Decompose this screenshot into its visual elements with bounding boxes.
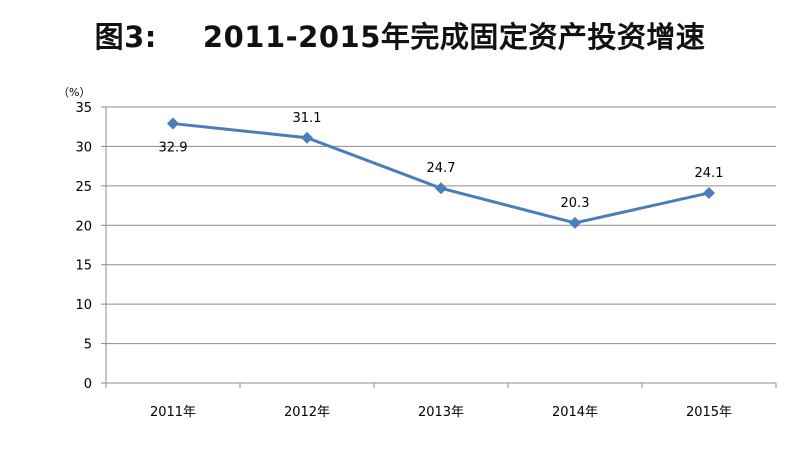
data-point: [703, 186, 715, 199]
x-tick-label: 2014年: [552, 405, 598, 420]
gridlines: [106, 106, 776, 345]
y-axis-unit: （%）: [58, 86, 90, 99]
figure-label: 图3:: [94, 20, 157, 54]
x-tick-label: 2015年: [686, 405, 732, 420]
x-tick-labels: 2011年 2012年 2013年 2014年 2015年: [150, 405, 732, 420]
data-point: [301, 131, 313, 144]
series-line: [167, 117, 715, 229]
y-tick-label: 0: [84, 377, 92, 392]
data-point: [435, 182, 447, 195]
data-label: 24.1: [695, 166, 724, 181]
y-tick-label: 10: [75, 298, 92, 313]
data-label: 20.3: [561, 196, 590, 211]
y-tick-label: 5: [84, 338, 92, 353]
x-tick-label: 2013年: [418, 405, 464, 420]
data-label: 24.7: [427, 161, 456, 176]
y-tick-label: 15: [75, 259, 92, 274]
chart-title: 图3: 2011-2015年完成固定资产投资增速: [0, 14, 800, 56]
x-tick-label: 2012年: [284, 405, 330, 420]
y-tick-label: 20: [75, 219, 92, 234]
y-tick-label: 30: [75, 140, 92, 155]
figure-title: 2011-2015年完成固定资产投资增速: [202, 20, 706, 54]
y-tick-label: 35: [75, 101, 92, 116]
axes: [101, 106, 777, 388]
data-point: [167, 117, 179, 130]
data-label: 32.9: [159, 141, 188, 156]
data-label: 31.1: [293, 111, 322, 126]
y-tick-label: 25: [75, 180, 92, 195]
y-tick-labels: 0 5 10 15 20 25 30 35: [75, 101, 92, 392]
data-labels: 32.9 31.1 24.7 20.3 24.1: [159, 111, 724, 211]
x-tick-label: 2011年: [150, 405, 196, 420]
data-point: [569, 216, 581, 229]
